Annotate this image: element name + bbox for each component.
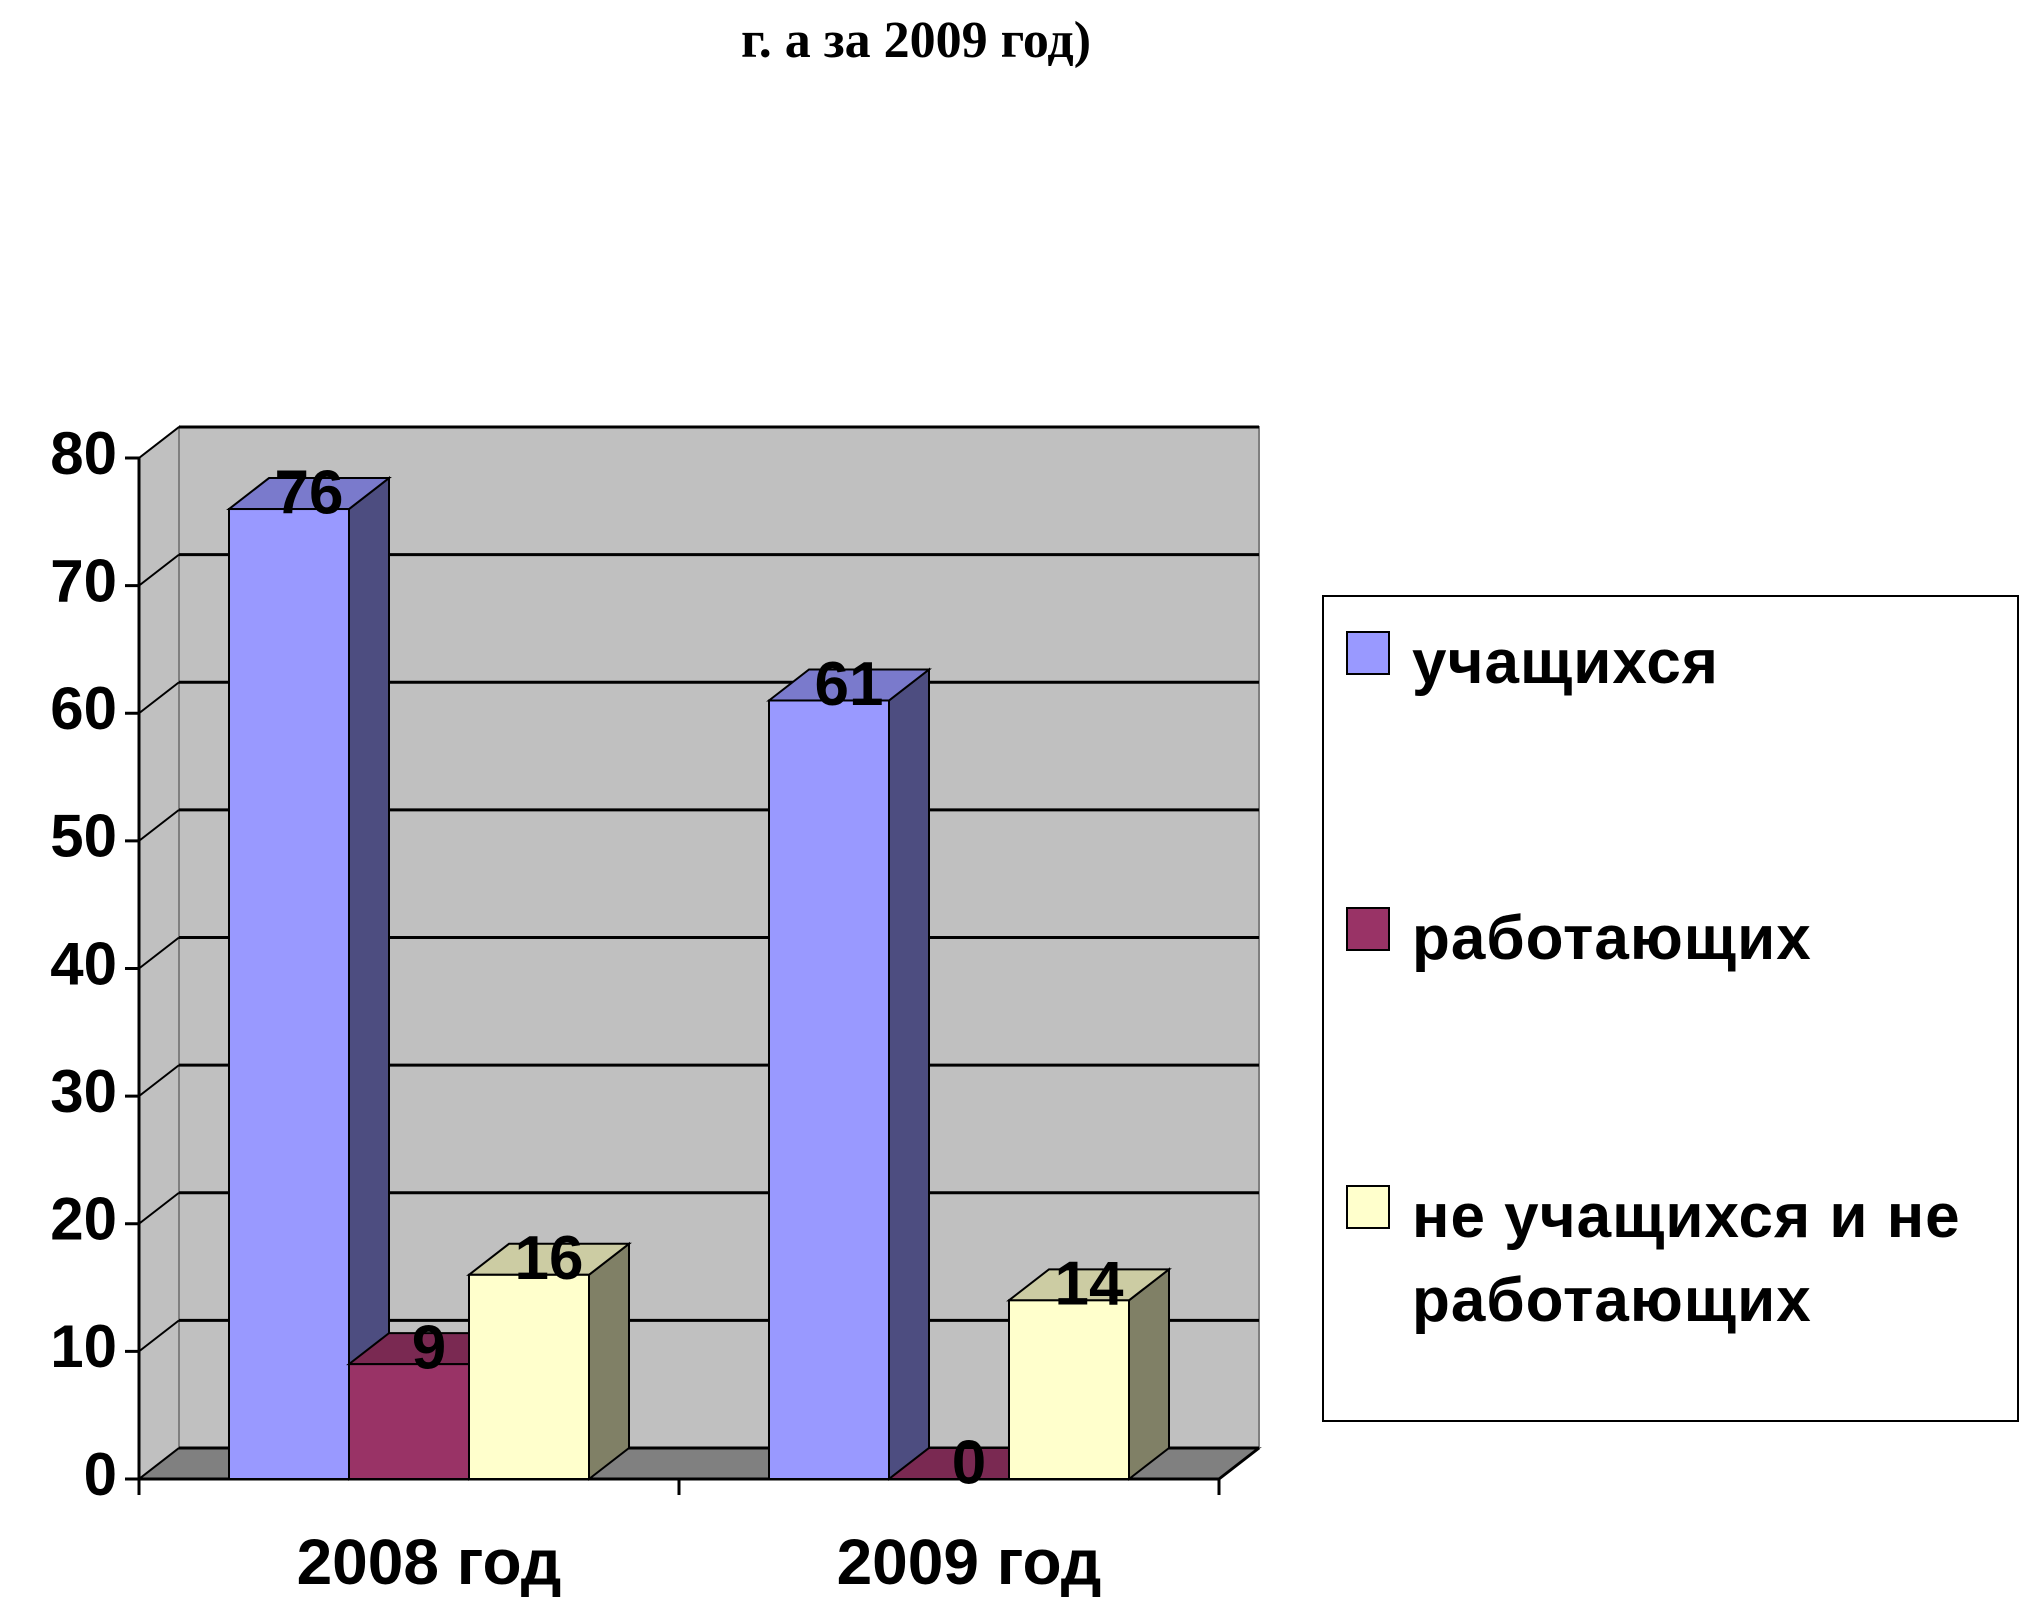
data-label: 16: [515, 1224, 584, 1293]
bar: [1008, 1299, 1130, 1480]
bar-side: [348, 476, 390, 1482]
data-label: 9: [412, 1314, 446, 1383]
data-label: 14: [1055, 1250, 1124, 1319]
bar: [768, 699, 890, 1480]
x-axis-depth: [1218, 1446, 1260, 1481]
y-tick-label: 30: [50, 1058, 117, 1125]
bar: [468, 1273, 590, 1481]
grid-line: [138, 809, 180, 842]
data-label: 61: [815, 650, 884, 719]
grid-line: [138, 1191, 180, 1225]
chart-title: г. а за 2009 год): [741, 12, 1091, 69]
y-tick-label: 0: [84, 1441, 117, 1508]
bar-side: [888, 667, 930, 1482]
data-label: 0: [952, 1428, 986, 1497]
grid-line: [138, 936, 180, 970]
y-tick-label: 60: [50, 675, 117, 742]
grid-line: [138, 1447, 180, 1480]
y-tick-label: 10: [50, 1313, 117, 1380]
legend-label: не учащихся и не работающих: [1412, 1182, 1961, 1335]
grid-line: [138, 553, 180, 587]
y-tick-label: 50: [50, 803, 117, 870]
bar-side: [1128, 1267, 1170, 1482]
grid-line: [138, 426, 180, 459]
bar: [348, 1363, 470, 1480]
data-label: 76: [275, 458, 344, 527]
grid-line: [138, 1319, 180, 1353]
legend-swatch: [1346, 631, 1390, 675]
y-tick-label: 80: [50, 420, 117, 487]
legend-label: учащихся: [1412, 628, 1719, 697]
bar: [228, 508, 350, 1480]
grid-line: [138, 1064, 180, 1097]
legend-swatch: [1346, 907, 1390, 951]
legend-label: работающих: [1412, 904, 1812, 973]
y-tick-label: 40: [50, 930, 117, 997]
x-tick-label: 2008 год: [297, 1526, 562, 1598]
legend-swatch: [1346, 1185, 1390, 1229]
grid-line: [138, 681, 180, 715]
y-tick-label: 20: [50, 1186, 117, 1253]
x-tick-label: 2009 год: [837, 1526, 1102, 1598]
legend-item: не учащихся и не работающих: [1346, 1175, 2012, 1343]
y-tick-label: 70: [50, 547, 117, 614]
legend: учащихся работающих не учащихся и не работ…: [1322, 595, 2019, 1422]
legend-item: учащихся: [1346, 621, 2012, 705]
bar-side: [588, 1241, 630, 1482]
legend-item: работающих: [1346, 897, 2012, 981]
